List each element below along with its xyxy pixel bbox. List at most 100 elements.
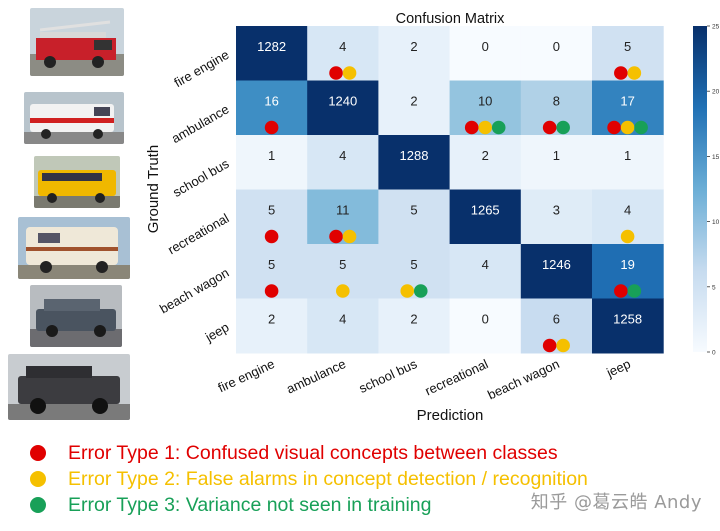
error-markers bbox=[264, 66, 648, 353]
colorbar-tick-label: 0 bbox=[712, 350, 716, 357]
y-tick-label: ambulance bbox=[169, 101, 232, 146]
cell-value-label: 16 bbox=[264, 94, 278, 109]
x-tick-labels: fire engine ambulance school bus recreation… bbox=[215, 356, 632, 402]
heatmap-cell bbox=[378, 26, 451, 81]
y-tick-label: recreational bbox=[165, 210, 231, 257]
cell-value-label: 4 bbox=[482, 257, 489, 272]
error-marker-type-2 bbox=[627, 66, 642, 80]
cell-value-label: 6 bbox=[553, 312, 560, 327]
cell-value-label: 2 bbox=[410, 94, 417, 109]
error-marker-type-2 bbox=[342, 229, 357, 244]
heatmap-cell bbox=[520, 244, 593, 299]
heatmap-cell bbox=[236, 298, 308, 354]
heatmap-cell bbox=[307, 135, 379, 190]
legend-text-type-3: Error Type 3: Variance not seen in train… bbox=[68, 493, 432, 516]
cell-value-label: 0 bbox=[482, 39, 489, 54]
heatmap-cell bbox=[449, 298, 522, 354]
legend-item-type-3: Error Type 3: Variance not seen in train… bbox=[30, 492, 710, 518]
fire-engine-photo bbox=[30, 8, 124, 76]
heatmap-cell bbox=[449, 189, 522, 245]
vehicle-thumbnails bbox=[0, 0, 140, 420]
heatmap-cell bbox=[520, 26, 593, 81]
heatmap-cell bbox=[307, 298, 379, 354]
cell-value-label: 8 bbox=[553, 94, 560, 109]
error-marker-type-2 bbox=[342, 66, 357, 80]
heatmap-cell bbox=[449, 26, 522, 81]
error-marker-type-1 bbox=[614, 284, 628, 298]
cell-value-label: 1 bbox=[268, 148, 275, 163]
heatmap-cell bbox=[307, 80, 379, 136]
y-tick-labels: fire engine ambulance school bus recreation… bbox=[157, 47, 232, 345]
confusion-matrix-chart: Confusion Matrix Ground Truth Prediction… bbox=[145, 11, 720, 424]
colorbar-tick-label: 20 bbox=[712, 89, 720, 96]
y-tick-label: jeep bbox=[202, 319, 232, 345]
error-marker-type-1 bbox=[264, 284, 279, 298]
heatmap-cell bbox=[592, 298, 664, 354]
x-tick-label: fire engine bbox=[215, 356, 276, 395]
colorbar-tick-label: 15 bbox=[712, 154, 720, 161]
cell-value-label: 4 bbox=[339, 148, 346, 163]
colorbar bbox=[693, 26, 707, 352]
legend-dot-type-1 bbox=[30, 445, 46, 461]
error-marker-type-3 bbox=[627, 284, 642, 298]
cell-value-label: 10 bbox=[478, 94, 492, 109]
cell-value-label: 1258 bbox=[613, 312, 642, 327]
cell-value-label: 1282 bbox=[257, 39, 286, 54]
error-marker-type-1 bbox=[329, 229, 343, 244]
error-type-legend: Error Type 1: Confused visual concepts b… bbox=[30, 440, 710, 518]
cell-value-label: 0 bbox=[553, 39, 560, 54]
cell-value-label: 1288 bbox=[400, 148, 429, 163]
cell-value-label: 5 bbox=[624, 39, 631, 54]
cell-value-label: 4 bbox=[339, 39, 346, 54]
y-tick-label: fire engine bbox=[171, 47, 231, 90]
x-tick-label: ambulance bbox=[284, 356, 348, 396]
colorbar-tick-label: 5 bbox=[712, 284, 716, 291]
error-marker-type-1 bbox=[264, 229, 279, 244]
beach-wagon-photo bbox=[30, 285, 122, 347]
recreational-vehicle-photo bbox=[18, 217, 130, 279]
error-marker-type-2 bbox=[620, 120, 635, 135]
error-marker-type-1 bbox=[607, 120, 621, 135]
cell-value-label: 2 bbox=[268, 312, 275, 327]
heatmap-cell bbox=[378, 298, 451, 354]
school-bus-photo bbox=[34, 156, 120, 208]
x-tick-label: recreational bbox=[423, 356, 491, 398]
cell-value-label: 2 bbox=[482, 148, 489, 163]
error-marker-type-1 bbox=[264, 120, 279, 135]
x-tick-label: beach wagon bbox=[485, 356, 561, 402]
cell-value-label: 5 bbox=[410, 257, 417, 272]
heatmap-cell bbox=[592, 135, 664, 190]
heatmap-cell bbox=[449, 244, 522, 299]
error-marker-type-1 bbox=[464, 120, 479, 135]
y-tick-label: beach wagon bbox=[157, 265, 231, 317]
jeep-photo bbox=[8, 354, 130, 420]
watermark: 知乎 @葛云皓 Andy bbox=[530, 492, 702, 513]
heatmap-cells: 1282 4 2 0 0 516 1240 2 10 8 171 4 1288 2 1 15 11 5 1265 3 4… bbox=[236, 26, 664, 354]
cell-value-label: 1 bbox=[553, 148, 560, 163]
cell-value-label: 17 bbox=[620, 94, 634, 109]
cell-value-label: 1240 bbox=[328, 94, 357, 109]
legend-text-type-1: Error Type 1: Confused visual concepts b… bbox=[68, 441, 558, 464]
cell-value-label: 5 bbox=[339, 257, 346, 272]
y-axis-label: Ground Truth bbox=[145, 145, 162, 233]
heatmap-cell bbox=[520, 135, 593, 190]
cell-value-label: 2 bbox=[410, 39, 417, 54]
cell-value-label: 4 bbox=[339, 312, 346, 327]
error-marker-type-1 bbox=[542, 338, 557, 353]
cell-value-label: 1246 bbox=[542, 257, 571, 272]
error-marker-type-2 bbox=[400, 284, 415, 298]
cell-value-label: 3 bbox=[553, 203, 560, 218]
cell-value-label: 0 bbox=[482, 312, 489, 327]
ambulance-photo bbox=[24, 92, 124, 144]
cell-value-label: 4 bbox=[624, 203, 631, 218]
legend-dot-type-3 bbox=[30, 497, 46, 513]
heatmap-cell bbox=[378, 189, 451, 245]
error-marker-type-2 bbox=[478, 120, 493, 135]
legend-dot-type-2 bbox=[30, 471, 46, 487]
legend-text-type-2: Error Type 2: False alarms in concept de… bbox=[68, 467, 588, 490]
error-marker-type-1 bbox=[329, 66, 343, 80]
cell-value-label: 11 bbox=[336, 203, 350, 218]
colorbar-tick-label: 10 bbox=[712, 219, 720, 226]
heatmap-cell bbox=[378, 80, 451, 136]
heatmap-cell bbox=[378, 135, 451, 190]
